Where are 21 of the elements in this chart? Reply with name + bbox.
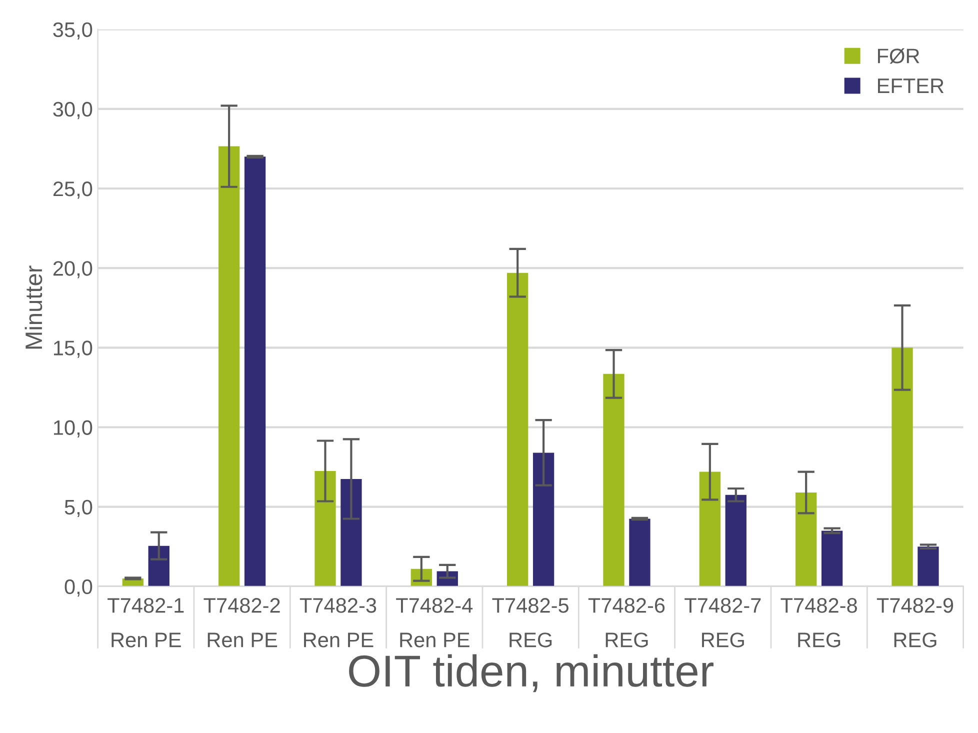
y-tick-label: 20,0 — [53, 261, 92, 278]
x-tick-label: T7482-6 REG — [588, 598, 665, 648]
y-tick-label: 10,0 — [54, 420, 92, 438]
x-tick-label: T7482-1 Ren PE — [108, 598, 184, 648]
x-axis-title: OIT tiden, minutter — [349, 654, 714, 692]
y-tick-label: 5,0 — [64, 500, 92, 518]
y-tick-label: 30,0 — [53, 102, 92, 120]
y-tick-label: 0,0 — [64, 579, 92, 597]
y-tick-label: 15,0 — [54, 340, 92, 358]
x-tick-label: T7482-5 REG — [492, 598, 568, 648]
y-tick-label: 35,0 — [53, 22, 92, 40]
x-tick-label: T7482-7 REG — [684, 598, 761, 648]
x-tick-label: T7482-2 Ren PE — [204, 598, 280, 648]
legend-label: EFTER — [878, 78, 944, 94]
x-tick-label: T7482-8 REG — [780, 598, 857, 648]
x-tick-label: T7482-9 REG — [876, 598, 954, 648]
legend-label: FØR — [878, 48, 920, 64]
y-axis-title: Minutter — [24, 266, 42, 349]
x-tick-label: T7482-4 Ren PE — [396, 598, 473, 648]
y-tick-label: 25,0 — [53, 181, 92, 199]
x-tick-label: T7482-3 Ren PE — [300, 598, 376, 648]
